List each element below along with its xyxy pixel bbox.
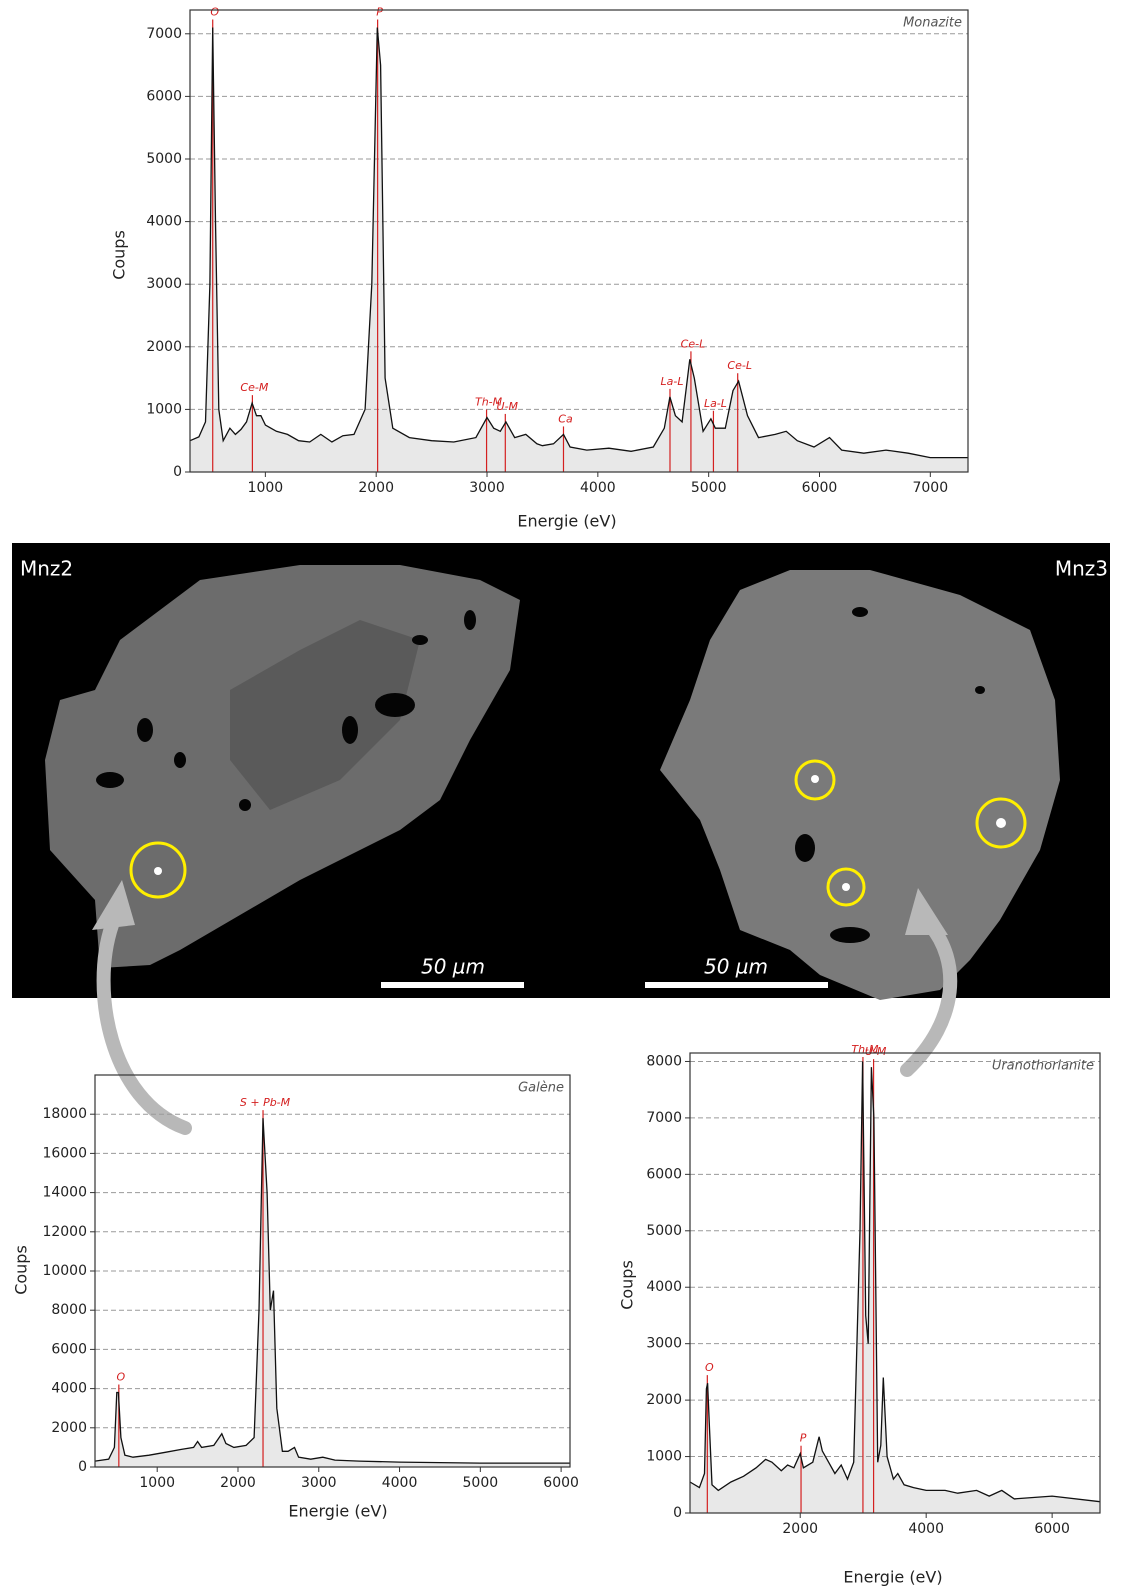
y-tick-label: 7000 bbox=[146, 26, 182, 42]
plot-frame bbox=[189, 9, 969, 473]
y-tick-label: 5000 bbox=[646, 1223, 682, 1239]
y-tick-label: 0 bbox=[78, 1459, 87, 1475]
x-tick-label: 6000 bbox=[802, 480, 838, 496]
y-tick-label: 2000 bbox=[51, 1420, 87, 1436]
y-tick-label: 1000 bbox=[646, 1449, 682, 1465]
y-tick-label: 8000 bbox=[646, 1053, 682, 1069]
y-tick-label: 6000 bbox=[646, 1166, 682, 1182]
y-tick-label: 6000 bbox=[51, 1341, 87, 1357]
x-tick-label: 4000 bbox=[580, 480, 616, 496]
y-tick-label: 4000 bbox=[146, 214, 182, 230]
x-tick-label: 5000 bbox=[691, 480, 727, 496]
y-tick-label: 0 bbox=[673, 1505, 682, 1521]
y-tick-label: 0 bbox=[173, 464, 182, 480]
y-tick-label: 10000 bbox=[42, 1263, 87, 1279]
peak-label: Th-M bbox=[475, 396, 503, 409]
x-tick-label: 3000 bbox=[301, 1475, 337, 1491]
y-tick-label: 12000 bbox=[42, 1224, 87, 1240]
y-tick-label: 2000 bbox=[646, 1392, 682, 1408]
y-tick-label: 16000 bbox=[42, 1145, 87, 1161]
sample-label: Uranothorianite bbox=[992, 1059, 1094, 1074]
x-tick-label: 2000 bbox=[782, 1521, 818, 1537]
highlight-circles bbox=[129, 759, 1027, 907]
grain-zone bbox=[230, 620, 420, 810]
scale-bar bbox=[645, 982, 828, 988]
y-tick-label: 6000 bbox=[146, 88, 182, 104]
pores bbox=[96, 607, 985, 943]
peak-label: P bbox=[800, 1432, 807, 1445]
peak-label: O bbox=[116, 1371, 125, 1384]
y-tick-label: 1000 bbox=[146, 401, 182, 417]
sample-label: Galène bbox=[518, 1081, 564, 1096]
x-tick-label: 2000 bbox=[358, 480, 394, 496]
y-tick-label: 8000 bbox=[51, 1302, 87, 1318]
peak-label: La-L bbox=[661, 375, 684, 388]
grain bbox=[660, 570, 1060, 1000]
inclusions bbox=[154, 775, 1006, 891]
x-tick-label: 4000 bbox=[382, 1475, 418, 1491]
spectrum-line bbox=[689, 1061, 1101, 1503]
x-tick-label: 3000 bbox=[469, 480, 505, 496]
x-tick-label: 2000 bbox=[220, 1475, 256, 1491]
y-axis-label: Coups bbox=[12, 1245, 31, 1295]
chart: O S + Pb-M 0 2000 4000 6000 8000 10000 12000 1400… bbox=[12, 1074, 579, 1521]
peak-label: U-M bbox=[497, 400, 519, 413]
x-tick-label: 4000 bbox=[908, 1521, 944, 1537]
spectrum-line bbox=[94, 1118, 570, 1464]
y-tick-label: 4000 bbox=[646, 1279, 682, 1295]
y-tick-label: 7000 bbox=[646, 1110, 682, 1126]
x-tick-label: 6000 bbox=[543, 1475, 579, 1491]
peak-label: Ca bbox=[558, 412, 573, 425]
sem-image: Mnz2 Mnz3 50 µm 50 µm bbox=[12, 543, 1110, 1000]
peak-label: Ce-L bbox=[727, 359, 752, 372]
peak-label: U-M bbox=[865, 1045, 887, 1058]
x-axis-label: Energie (eV) bbox=[517, 512, 616, 531]
scale-bar bbox=[381, 982, 524, 988]
scale-label: 50 µm bbox=[704, 955, 768, 979]
x-tick-label: 5000 bbox=[463, 1475, 499, 1491]
scale-label: 50 µm bbox=[421, 955, 485, 979]
x-tick-label: 7000 bbox=[912, 480, 948, 496]
peak-label: Ce-M bbox=[240, 381, 268, 394]
image-label: Mnz3 bbox=[1055, 557, 1108, 581]
y-tick-label: 14000 bbox=[42, 1185, 87, 1201]
arrow-heads bbox=[92, 880, 948, 935]
x-tick-label: 1000 bbox=[248, 480, 284, 496]
y-tick-label: 5000 bbox=[146, 151, 182, 167]
y-axis-label: Coups bbox=[618, 1260, 637, 1310]
area bbox=[190, 27, 968, 472]
x-axis-label: Energie (eV) bbox=[288, 1502, 387, 1521]
y-tick-label: 3000 bbox=[146, 276, 182, 292]
y-tick-label: 3000 bbox=[646, 1336, 682, 1352]
y-tick-label: 4000 bbox=[51, 1381, 87, 1397]
image-label: Mnz2 bbox=[20, 557, 73, 581]
chart: OPTh-MU-M0100020003000400050006000700080… bbox=[618, 1043, 1101, 1587]
peak-label: O bbox=[210, 6, 219, 19]
y-axis-label: Coups bbox=[110, 230, 129, 280]
arrows bbox=[96, 918, 958, 1135]
peak-label: S + Pb-M bbox=[240, 1096, 291, 1109]
peak-label: La-L bbox=[704, 397, 727, 410]
x-tick-label: 6000 bbox=[1034, 1521, 1070, 1537]
peak-label: Ce-L bbox=[681, 337, 706, 350]
peak-label: P bbox=[376, 6, 383, 19]
area bbox=[95, 1118, 570, 1467]
x-tick-label: 1000 bbox=[139, 1475, 175, 1491]
peak-label: O bbox=[705, 1361, 714, 1374]
x-axis-label: Energie (eV) bbox=[843, 1568, 942, 1587]
y-tick-label: 18000 bbox=[42, 1106, 87, 1122]
y-tick-label: 2000 bbox=[146, 339, 182, 355]
plot-frame bbox=[689, 1052, 1101, 1514]
spectrum-line bbox=[189, 27, 968, 459]
chart: O Ce-M P Th-MU-M Ca La-L Ce-L La-L Ce-L 0 1000 2000… bbox=[110, 6, 969, 531]
sample-label: Monazite bbox=[903, 16, 962, 31]
